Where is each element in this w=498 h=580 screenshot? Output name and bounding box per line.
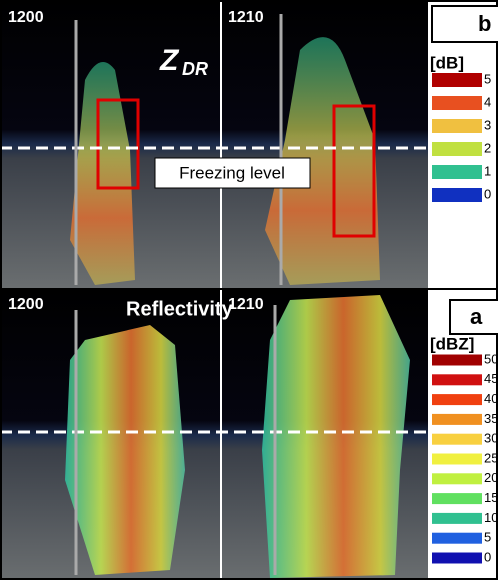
storm-render [70,62,135,285]
legend-swatch [432,473,482,485]
legend-label: 40 [484,391,498,406]
poles [74,14,283,575]
legend-swatch [432,453,482,465]
storm-render [65,325,185,575]
variable-label: Reflectivity [126,298,234,320]
time-label: 1200 [8,9,44,26]
legend-swatch [432,119,482,133]
legend-label: 1 [484,163,491,178]
legend-unit: [dBZ] [430,334,474,353]
storm-render [265,37,380,286]
legend-label: 25 [484,450,498,465]
legend-swatch [432,532,482,544]
highlight-box [96,98,140,190]
legend-swatch [432,165,482,179]
legend-label: 50 [484,351,498,366]
time-label: 1210 [228,9,264,26]
variable-label: Z [159,44,180,77]
legend-swatch [432,96,482,110]
legend-label: 10 [484,510,498,525]
legend-swatch [432,493,482,505]
legend-swatch [432,354,482,366]
storm-render [262,295,410,578]
variable-subscript: DR [182,59,208,79]
time-label: 1200 [8,296,44,313]
legend-swatch [432,374,482,386]
legend-swatch [432,433,482,445]
annotation: Freezing level [179,163,285,182]
legend-label: 3 [484,117,491,132]
highlight-box [332,104,376,238]
legend-label: 15 [484,490,498,505]
legend-label: 30 [484,431,498,446]
legend-swatch [432,188,482,202]
panel-letter-box [431,5,498,43]
legend-swatch [432,512,482,524]
panel-letter: a [470,304,483,329]
time-label: 1210 [228,296,264,313]
legend-label: 5 [484,71,491,86]
legend-label: 4 [484,94,491,109]
panel-letter-box [449,299,498,335]
legend-swatch [432,394,482,406]
legend-label: 45 [484,371,498,386]
legend-label: 35 [484,411,498,426]
legend-swatch [432,413,482,425]
panel-letter: b [478,11,491,36]
legend-swatch [432,552,482,564]
legend-label: 20 [484,470,498,485]
legend-swatch [432,73,482,87]
legend-label: 2 [484,140,491,155]
legend-label: 0 [484,186,491,201]
annotation-box [154,157,311,189]
legend-label: 5 [484,530,491,545]
legend-unit: [dB] [430,53,464,72]
legend-swatch [432,142,482,156]
legend-label: 0 [484,549,491,564]
